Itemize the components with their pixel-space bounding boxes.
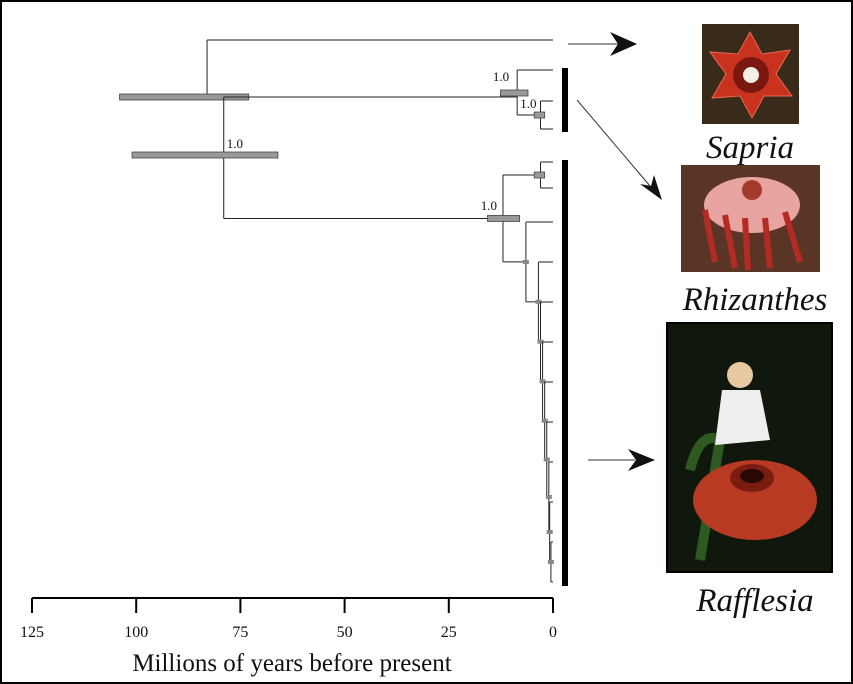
ci-bar — [534, 172, 544, 178]
rhizanthes-photo — [681, 165, 820, 272]
x-tick-label: 75 — [232, 624, 248, 641]
sapria-clade-bar — [562, 68, 568, 132]
support-label: 1.0 — [493, 69, 509, 84]
x-tick-label: 125 — [20, 624, 44, 641]
rafflesia-photo — [667, 323, 832, 572]
node-marker — [548, 560, 554, 564]
node-marker — [547, 530, 553, 534]
sapria-photo — [702, 24, 799, 124]
ci-bar — [132, 152, 278, 158]
ci-bar — [488, 215, 520, 221]
ci-bar — [534, 112, 544, 118]
node-marker — [544, 458, 550, 462]
node-marker — [546, 495, 552, 499]
genus-label: Rafflesia — [695, 583, 813, 619]
x-tick-label: 50 — [337, 624, 353, 641]
x-tick-label: 25 — [441, 624, 457, 641]
rafflesia-clade-bar — [562, 160, 568, 586]
support-label: 1.0 — [227, 136, 243, 151]
x-tick-label: 100 — [124, 624, 148, 641]
x-axis-label: Millions of years before present — [132, 650, 451, 677]
support-label: 1.0 — [520, 96, 536, 111]
support-label: 1.0 — [481, 198, 497, 213]
x-tick-label: 0 — [549, 624, 557, 641]
genus-label: Sapria — [706, 130, 794, 166]
genus-label: Rhizanthes — [682, 282, 828, 318]
figure: Millions of years before present Sapria … — [0, 0, 853, 684]
node-marker — [523, 260, 529, 264]
